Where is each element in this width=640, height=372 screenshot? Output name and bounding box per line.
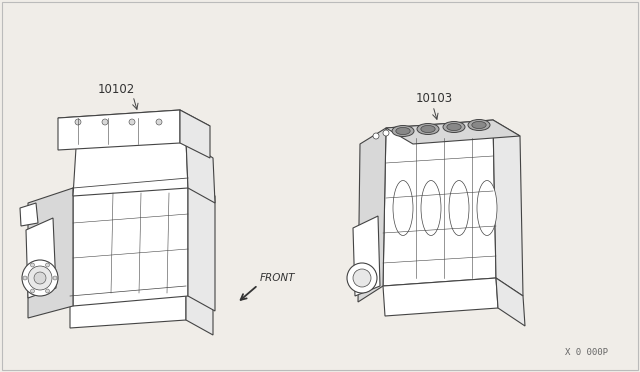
Circle shape: [31, 289, 35, 293]
Ellipse shape: [449, 180, 469, 235]
Polygon shape: [358, 128, 386, 302]
Polygon shape: [186, 286, 213, 335]
Ellipse shape: [447, 124, 461, 131]
Circle shape: [34, 272, 46, 284]
Polygon shape: [73, 178, 188, 306]
Circle shape: [23, 276, 27, 280]
Text: 10102: 10102: [98, 83, 135, 96]
Polygon shape: [383, 278, 498, 316]
Circle shape: [347, 263, 377, 293]
Polygon shape: [496, 278, 525, 326]
Circle shape: [28, 266, 52, 290]
Ellipse shape: [396, 128, 410, 135]
Polygon shape: [28, 188, 73, 318]
Ellipse shape: [393, 180, 413, 235]
Text: FRONT: FRONT: [260, 273, 296, 283]
Text: X 0 000P: X 0 000P: [565, 348, 608, 357]
Ellipse shape: [421, 125, 435, 132]
Polygon shape: [186, 140, 215, 203]
Circle shape: [53, 276, 57, 280]
Ellipse shape: [477, 180, 497, 235]
Circle shape: [156, 119, 162, 125]
Circle shape: [102, 119, 108, 125]
Circle shape: [373, 133, 379, 139]
Circle shape: [22, 260, 58, 296]
Polygon shape: [383, 120, 496, 286]
Ellipse shape: [443, 122, 465, 132]
Polygon shape: [386, 120, 520, 144]
Polygon shape: [188, 178, 215, 311]
Ellipse shape: [392, 125, 414, 137]
Polygon shape: [180, 110, 210, 158]
Circle shape: [383, 130, 389, 136]
Polygon shape: [26, 218, 56, 298]
Ellipse shape: [421, 180, 441, 235]
Ellipse shape: [468, 119, 490, 131]
Polygon shape: [70, 286, 186, 328]
Circle shape: [353, 269, 371, 287]
Circle shape: [31, 263, 35, 267]
Ellipse shape: [417, 124, 439, 135]
Polygon shape: [58, 110, 180, 150]
Circle shape: [45, 289, 49, 293]
Polygon shape: [73, 140, 188, 196]
Circle shape: [75, 119, 81, 125]
Circle shape: [45, 263, 49, 267]
Polygon shape: [353, 216, 380, 296]
Text: 10103: 10103: [416, 92, 453, 105]
Polygon shape: [58, 110, 210, 136]
Polygon shape: [493, 120, 523, 296]
Polygon shape: [20, 203, 38, 226]
Ellipse shape: [472, 121, 486, 129]
Circle shape: [129, 119, 135, 125]
